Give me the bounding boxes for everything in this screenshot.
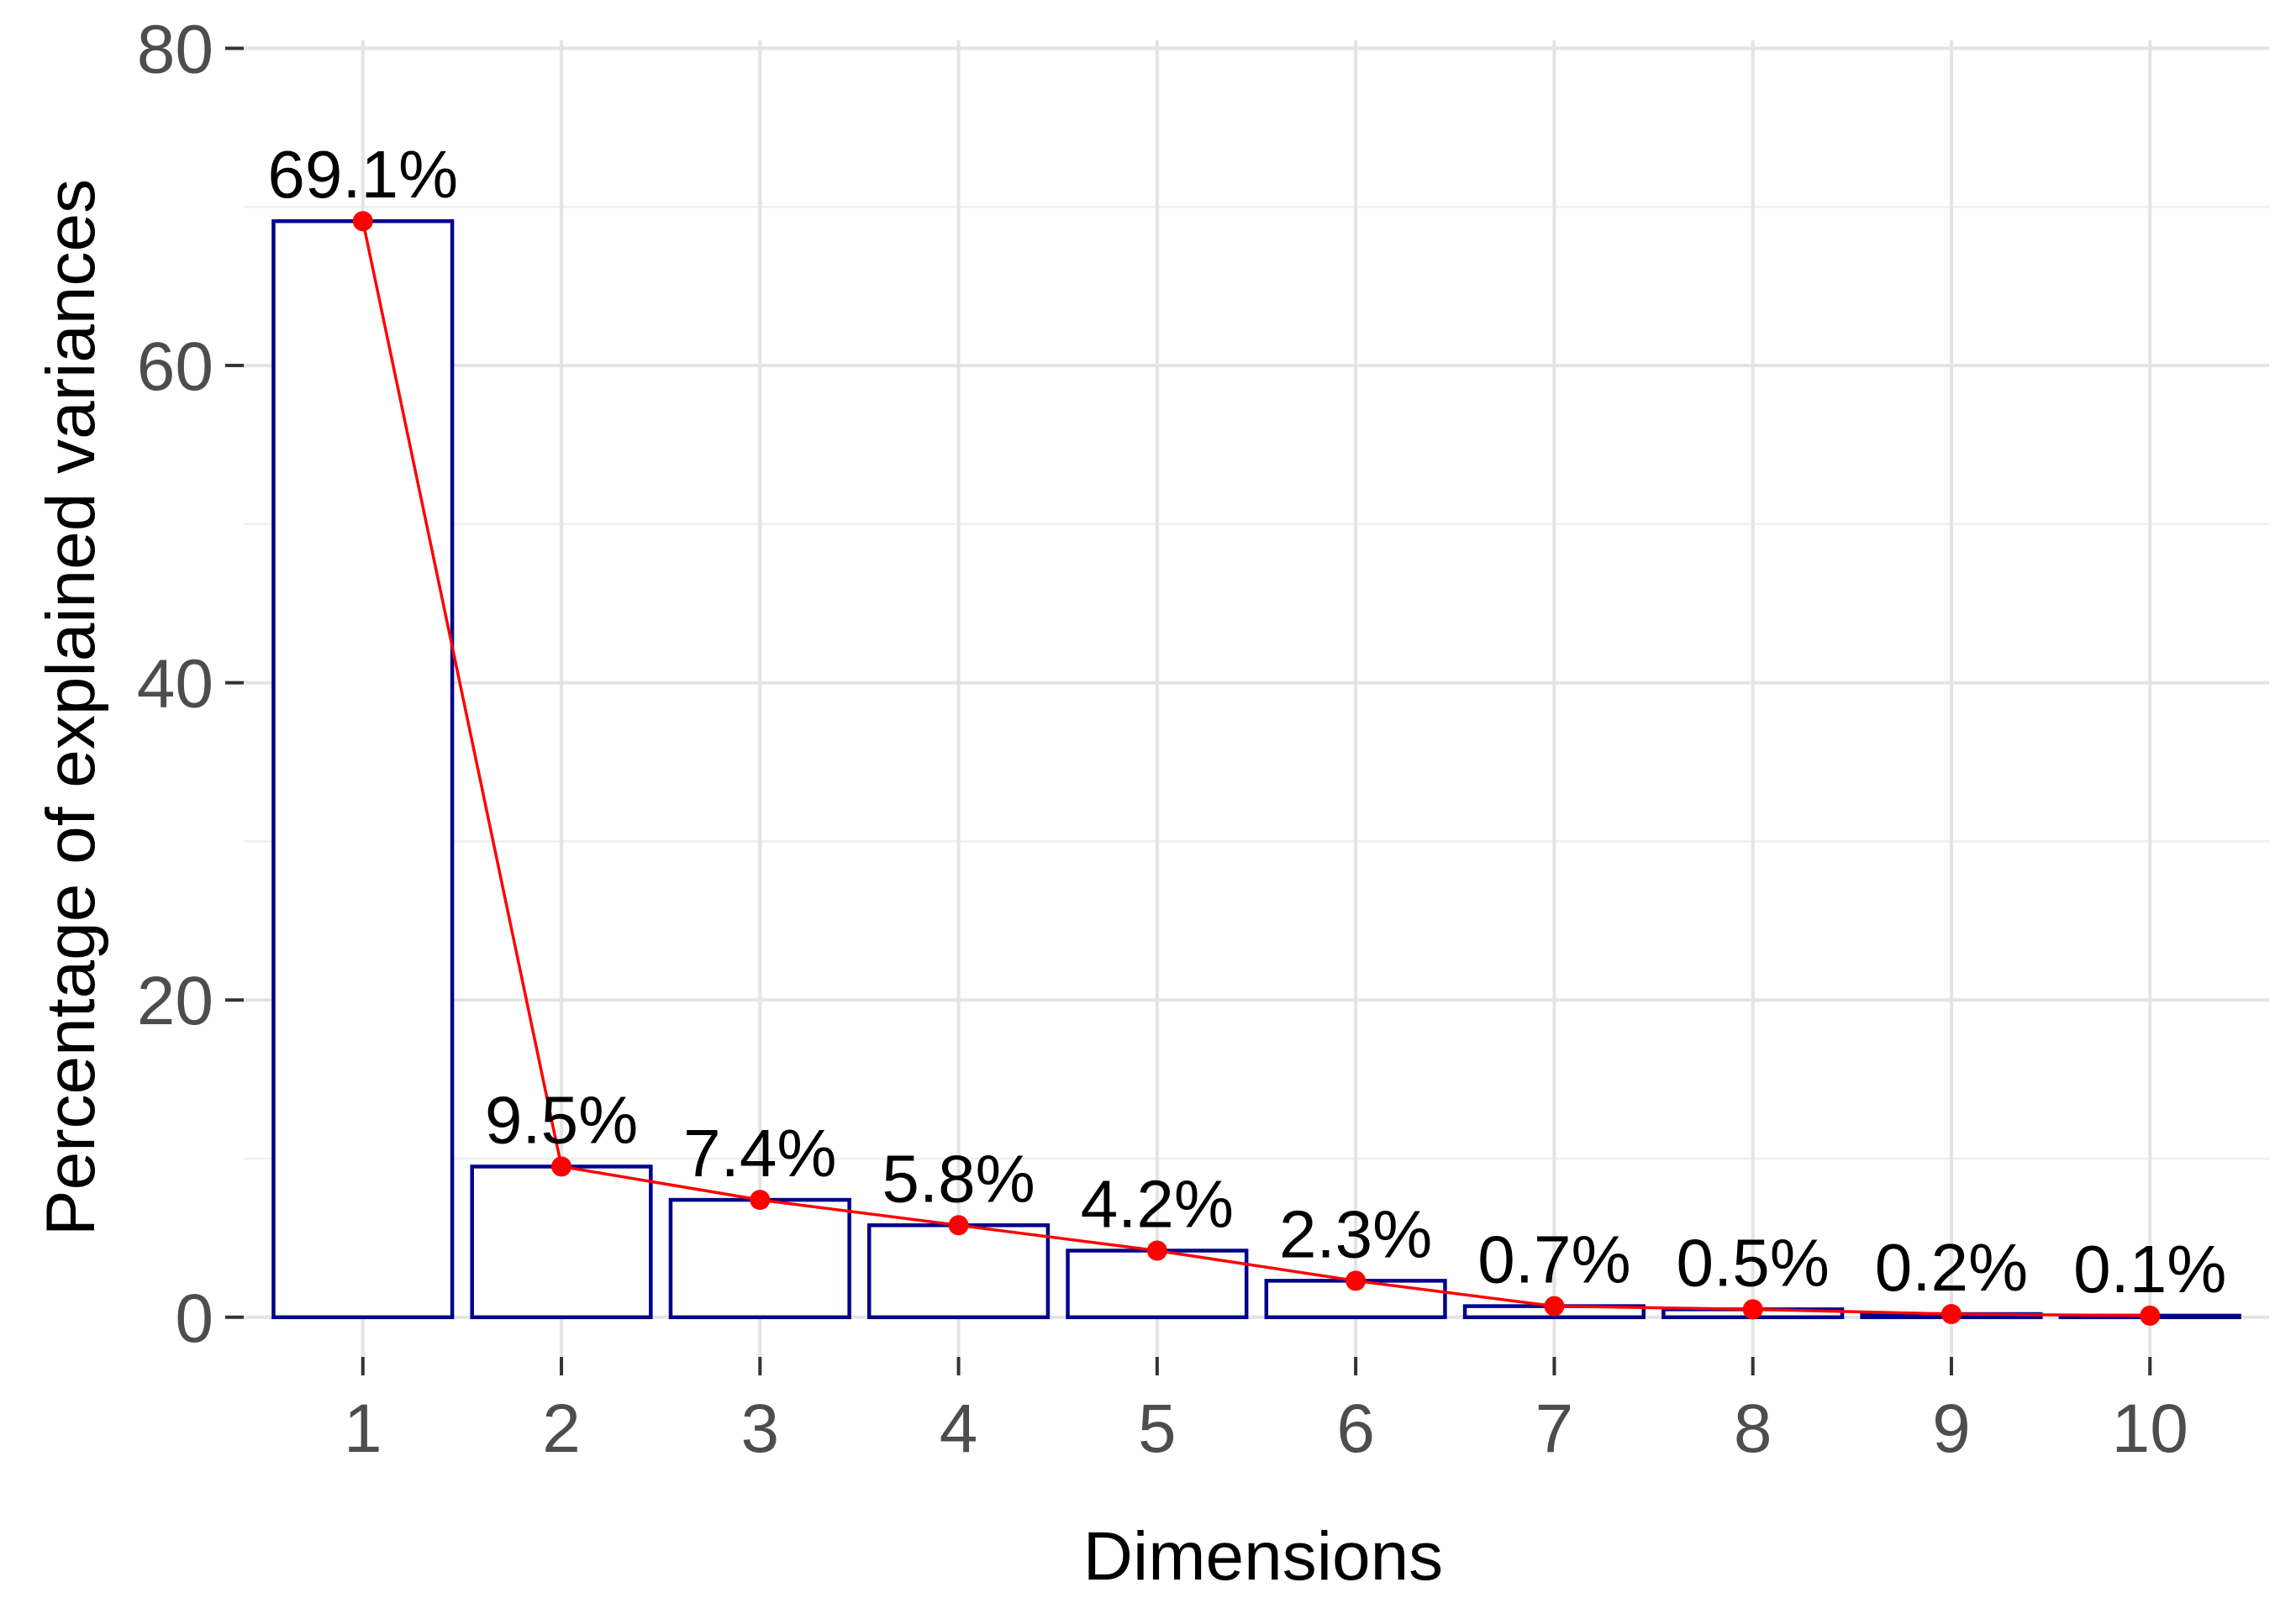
axes: 0 20 40 60 80 1 2 3 4 5 6 7 8 9 10	[137, 11, 2188, 1467]
trend-point-1	[352, 211, 373, 232]
x-tick-label: 9	[1932, 1391, 1971, 1467]
data-label-5: 4.2%	[1081, 1167, 1234, 1242]
x-tick-label: 5	[1138, 1391, 1177, 1467]
trend-point-7	[1544, 1296, 1565, 1317]
bar-2	[470, 1164, 653, 1320]
data-label-7: 0.7%	[1477, 1222, 1630, 1297]
x-tick-label: 10	[2112, 1391, 2188, 1467]
x-tick-label: 3	[741, 1391, 780, 1467]
x-tick-label: 4	[940, 1391, 978, 1467]
trend-point-6	[1345, 1270, 1367, 1291]
x-axis-title: Dimensions	[1083, 1518, 1443, 1595]
bar-5	[1066, 1249, 1249, 1320]
data-label-10: 0.1%	[2073, 1232, 2226, 1306]
trend-point-2	[551, 1156, 572, 1177]
trend-point-10	[2140, 1305, 2161, 1326]
x-tick-label: 2	[542, 1391, 581, 1467]
data-label-2: 9.5%	[485, 1082, 638, 1157]
trend-point-8	[1742, 1299, 1763, 1320]
bar-3	[668, 1197, 851, 1320]
data-label-1: 69.1%	[267, 137, 458, 212]
y-tick-label: 40	[137, 646, 213, 723]
trend-line-group	[352, 211, 2161, 1326]
x-tick-label: 7	[1535, 1391, 1574, 1467]
bar-1	[271, 218, 455, 1320]
trend-point-3	[750, 1190, 771, 1211]
y-axis-title: Percentage of explained variances	[33, 179, 109, 1236]
x-tick-label: 6	[1336, 1391, 1375, 1467]
x-tick-label: 8	[1734, 1391, 1772, 1467]
data-labels: 69.1% 9.5% 7.4% 5.8% 4.2% 2.3% 0.7% 0.5% 0.2% 0.1…	[267, 137, 2226, 1306]
x-tick-label: 1	[344, 1391, 382, 1467]
data-label-4: 5.8%	[882, 1141, 1035, 1216]
data-label-8: 0.5%	[1677, 1225, 1830, 1300]
data-label-9: 0.2%	[1875, 1230, 2028, 1305]
grid	[244, 40, 2269, 1357]
data-label-6: 2.3%	[1279, 1196, 1432, 1271]
y-tick-label: 60	[137, 329, 213, 405]
trend-point-4	[948, 1215, 969, 1236]
y-tick-label: 80	[137, 11, 213, 87]
y-tick-label: 0	[175, 1280, 213, 1357]
trend-point-9	[1941, 1304, 1962, 1325]
trend-point-5	[1146, 1240, 1167, 1261]
trend-line	[361, 220, 2151, 1317]
bar-4	[867, 1223, 1051, 1320]
y-tick-label: 20	[137, 963, 213, 1039]
data-label-3: 7.4%	[683, 1116, 836, 1191]
